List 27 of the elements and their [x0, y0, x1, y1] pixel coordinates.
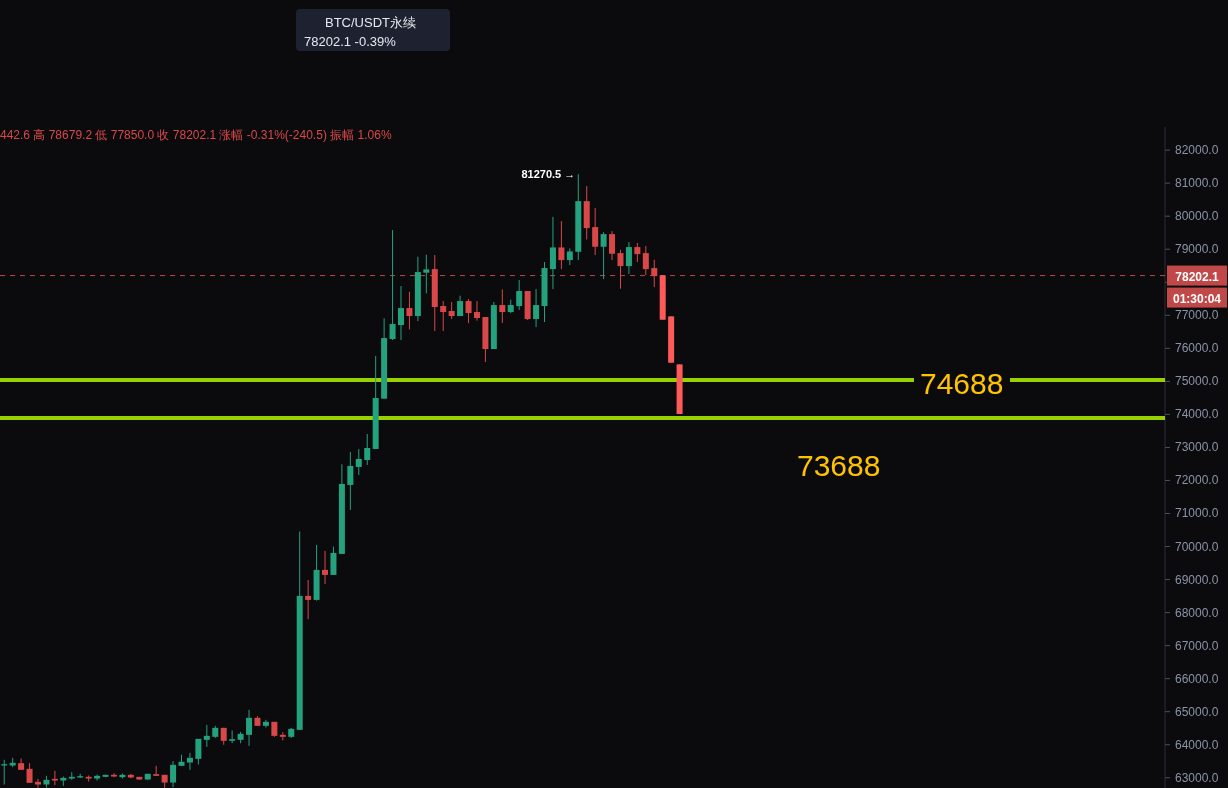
y-tick-label: 81000.0: [1175, 176, 1219, 191]
y-tick-label: 70000.0: [1175, 539, 1219, 554]
y-tick-label: 76000.0: [1175, 341, 1219, 356]
ref-line-label: 78202.1: [1175, 269, 1220, 284]
y-tick-label: 71000.0: [1175, 506, 1219, 521]
chart-subtitle: 78202.1 -0.39%: [304, 34, 397, 49]
chart-title: BTC/USDT永续: [325, 15, 416, 30]
y-tick-label: 79000.0: [1175, 242, 1219, 257]
y-tick-label: 65000.0: [1175, 704, 1219, 719]
y-tick-label: 82000.0: [1175, 143, 1219, 158]
y-tick-label: 73000.0: [1175, 440, 1219, 455]
y-tick-label: 74000.0: [1175, 407, 1219, 422]
y-tick-label: 77000.0: [1175, 308, 1219, 323]
y-tick-label: 75000.0: [1175, 374, 1219, 389]
y-tick-label: 63000.0: [1175, 770, 1219, 785]
annotation: 442.6 高 78679.2 低 77850.0 收 78202.1 涨幅 -0.31%(-240.5) 振幅 1.06%: [0, 128, 392, 142]
y-tick-label: 68000.0: [1175, 605, 1219, 620]
y-tick-label: 64000.0: [1175, 737, 1219, 752]
y-tick-label: 72000.0: [1175, 473, 1219, 488]
annotation: 81270.5 →: [521, 168, 576, 181]
y-tick-label: 66000.0: [1175, 671, 1219, 686]
text: 01:30:04: [1172, 291, 1222, 306]
y-tick-label: 80000.0: [1175, 209, 1219, 224]
annotation: 73688: [797, 449, 881, 482]
annotation: 74688: [920, 367, 1004, 400]
y-tick-label: 69000.0: [1175, 572, 1219, 587]
y-tick-label: 67000.0: [1175, 638, 1219, 653]
